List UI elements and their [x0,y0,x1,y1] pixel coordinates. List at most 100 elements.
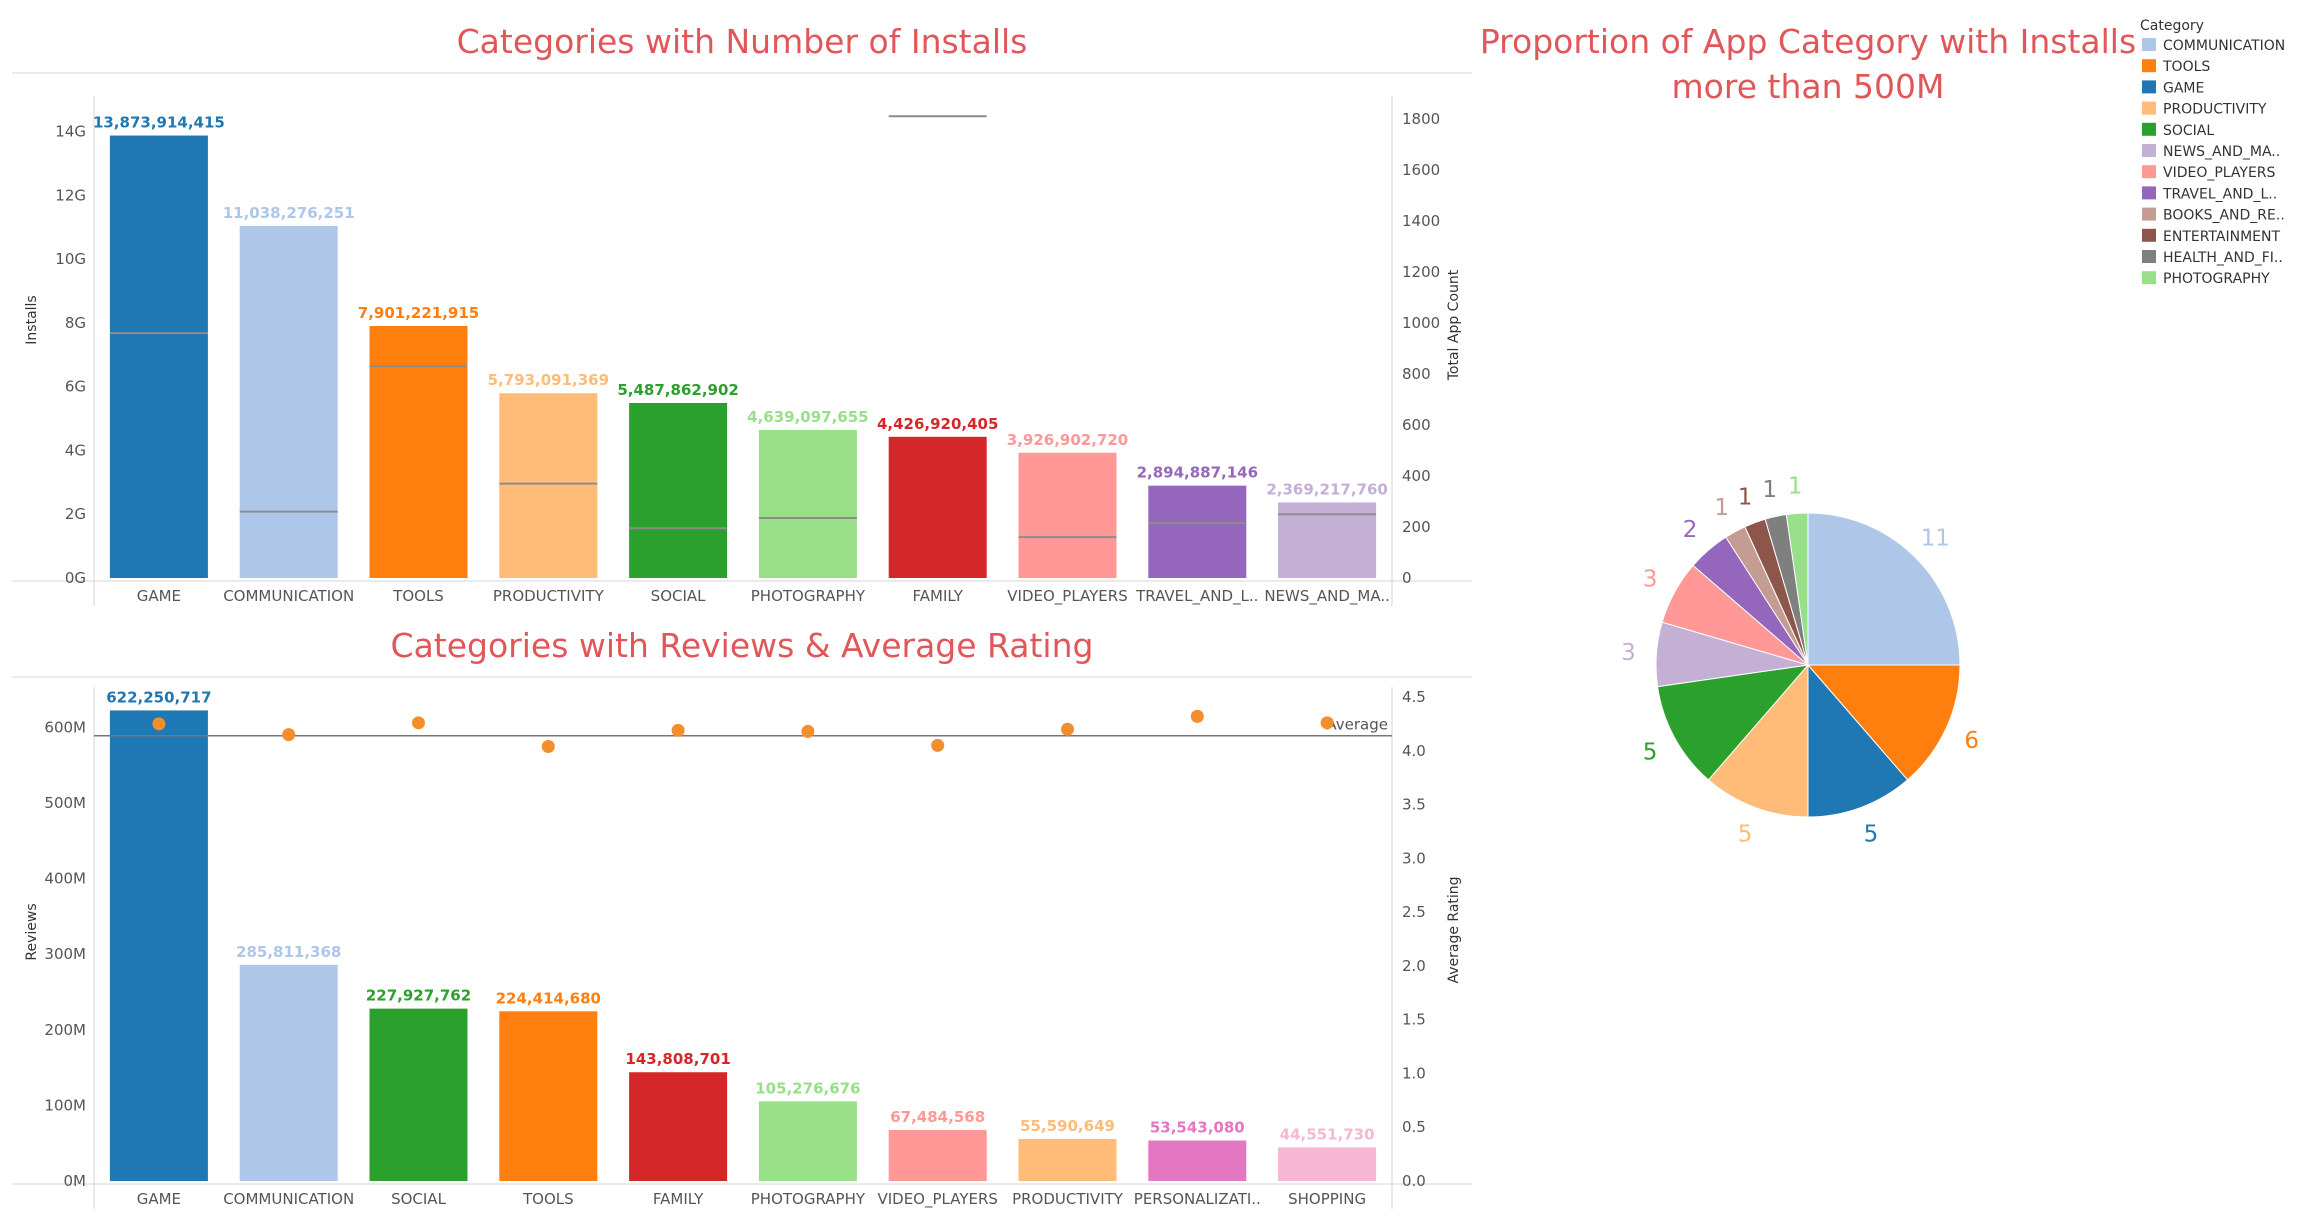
legend-label-social: SOCIAL [2163,123,2214,139]
y2-tick-0-0: 0.0 [1402,1172,1426,1190]
category-label-communication: COMMUNICATION [223,1190,354,1208]
data-label-productivity: 55,590,649 [1020,1117,1115,1135]
pie-label-social: 5 [1643,739,1658,765]
category-label-tools: TOOLS [522,1190,574,1208]
y2-tick-2-5: 2.5 [1402,903,1426,921]
legend-swatch-entertainment [2142,228,2156,242]
pie-slice-social [1656,664,1810,781]
average-reference-label: Average [1326,716,1388,734]
y-tick-12g: 12G [55,186,86,204]
y2-tick-2-0: 2.0 [1402,957,1426,975]
y2-tick-200: 200 [1402,518,1431,536]
y2-tick-1-5: 1.5 [1402,1011,1426,1029]
rating-dot-personalizati [1190,709,1204,723]
y2-tick-0: 0 [1402,569,1412,587]
y-tick-6g: 6G [65,378,86,396]
bar-family [629,1072,728,1181]
legend-swatch-game [2142,80,2156,94]
pie-label-news-and-ma: 3 [1621,640,1636,666]
data-label-photography: 105,276,676 [755,1079,860,1097]
y-tick-2g: 2G [65,505,86,523]
reviews-axis-title: Reviews [24,903,40,960]
bar-social [629,402,728,578]
bar-game [109,135,208,579]
legend-label-communication: COMMUNICATION [2163,38,2285,54]
pie-slice-communication [1807,512,1961,666]
category-label-family: FAMILY [653,1190,704,1208]
legend-swatch-social [2142,122,2156,136]
pie-label-tools: 6 [1964,728,1979,754]
data-label-personalizati: 53,543,080 [1150,1119,1245,1137]
legend-swatch-video-players [2142,165,2156,179]
y2-tick-1400: 1400 [1402,212,1440,230]
pie-slice-photography [1785,512,1809,666]
legend-label-video-players: VIDEO_PLAYERS [2163,165,2276,181]
y-tick-0m: 0M [64,1172,87,1190]
bar-photography [758,1101,857,1181]
data-label-family: 143,808,701 [625,1050,730,1068]
pie-label-entertainment: 1 [1738,484,1753,510]
y-tick-4g: 4G [65,441,86,459]
y-tick-300m: 300M [44,945,86,963]
bar-photography [758,430,857,578]
data-label-video-players: 3,926,902,720 [1007,431,1128,449]
pie-label-photography: 1 [1788,473,1803,499]
bar-video-players [1018,452,1117,578]
legend-label-game: GAME [2163,80,2204,96]
y-tick-100m: 100M [44,1096,86,1114]
data-label-social: 5,487,862,902 [617,381,738,399]
pie-slice-productivity [1707,663,1809,818]
category-label-news-and-ma: NEWS_AND_MA.. [1264,587,1390,606]
y2-tick-1-0: 1.0 [1402,1064,1426,1082]
pie-slice-tools [1806,664,1961,781]
legend-swatch-photography [2142,271,2156,285]
data-label-tools: 7,901,221,915 [358,304,479,322]
data-label-news-and-ma: 2,369,217,760 [1266,480,1387,498]
installs-chart-title: Categories with Number of Installs [457,22,1028,61]
bar-personalizati [1148,1140,1247,1181]
data-label-shopping: 44,551,730 [1280,1125,1375,1143]
rating-axis-title: Average Rating [1446,876,1462,983]
pie-label-communication: 11 [1921,526,1950,552]
category-label-personalizati: PERSONALIZATI.. [1134,1190,1261,1208]
category-label-video-players: VIDEO_PLAYERS [1007,587,1127,606]
bar-tools [369,326,468,578]
rating-dot-social [412,716,425,730]
rating-dot-video-players [931,738,945,752]
legend-title: Category [2140,18,2204,34]
category-label-tools: TOOLS [392,587,444,605]
legend-label-travel-and-l: TRAVEL_AND_L.. [2162,186,2277,202]
data-label-travel-and-l: 2,894,887,146 [1137,464,1258,482]
data-label-photography: 4,639,097,655 [747,408,868,426]
pie-label-productivity: 5 [1738,822,1753,848]
bar-shopping [1278,1147,1377,1181]
data-label-family: 4,426,920,405 [877,415,998,433]
rating-dot-family [671,723,685,737]
pie-label-video-players: 3 [1643,567,1658,593]
legend-swatch-health-and-fi [2142,250,2156,263]
y2-tick-1200: 1200 [1402,263,1440,281]
y-tick-10g: 10G [55,250,86,268]
y2-tick-400: 400 [1402,467,1431,485]
bar-game [109,710,208,1181]
rating-dot-shopping [1320,716,1334,730]
y-tick-500m: 500M [44,794,86,812]
category-label-game: GAME [137,587,181,605]
data-label-communication: 285,811,368 [236,943,341,961]
rating-dot-communication [282,728,296,742]
y2-tick-800: 800 [1402,365,1431,383]
data-label-game: 13,873,914,415 [93,114,225,132]
pie-label-health-and-fi: 1 [1762,477,1777,503]
data-label-communication: 11,038,276,251 [223,204,355,222]
legend-label-productivity: PRODUCTIVITY [2163,102,2267,118]
category-label-social: SOCIAL [651,587,706,605]
pie-label-travel-and-l: 2 [1683,517,1698,543]
legend-swatch-communication [2142,38,2156,51]
legend-swatch-productivity [2142,101,2156,115]
legend-label-health-and-fi: HEALTH_AND_FI.. [2163,250,2283,266]
legend-label-entertainment: ENTERTAINMENT [2163,229,2280,245]
legend-swatch-travel-and-l [2142,186,2156,200]
y2-tick-0-5: 0.5 [1402,1118,1426,1136]
y2-tick-1600: 1600 [1402,161,1440,179]
